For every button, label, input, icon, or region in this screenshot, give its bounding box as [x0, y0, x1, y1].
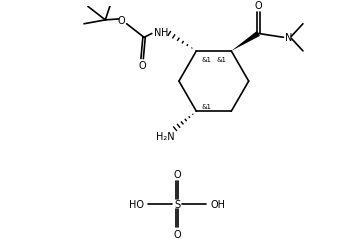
Text: N: N: [285, 33, 292, 43]
Text: &1: &1: [201, 104, 211, 110]
Text: O: O: [173, 169, 181, 179]
Text: H₂N: H₂N: [156, 132, 175, 142]
Text: O: O: [138, 61, 146, 71]
Text: O: O: [255, 1, 262, 11]
Text: O: O: [118, 16, 126, 26]
Text: O: O: [173, 229, 181, 239]
Polygon shape: [231, 32, 260, 52]
Text: OH: OH: [210, 199, 225, 209]
Text: &1: &1: [216, 56, 227, 62]
Text: S: S: [174, 199, 180, 209]
Text: HO: HO: [129, 199, 144, 209]
Text: N: N: [154, 28, 161, 38]
Text: &1: &1: [201, 56, 211, 62]
Text: H: H: [161, 28, 168, 38]
